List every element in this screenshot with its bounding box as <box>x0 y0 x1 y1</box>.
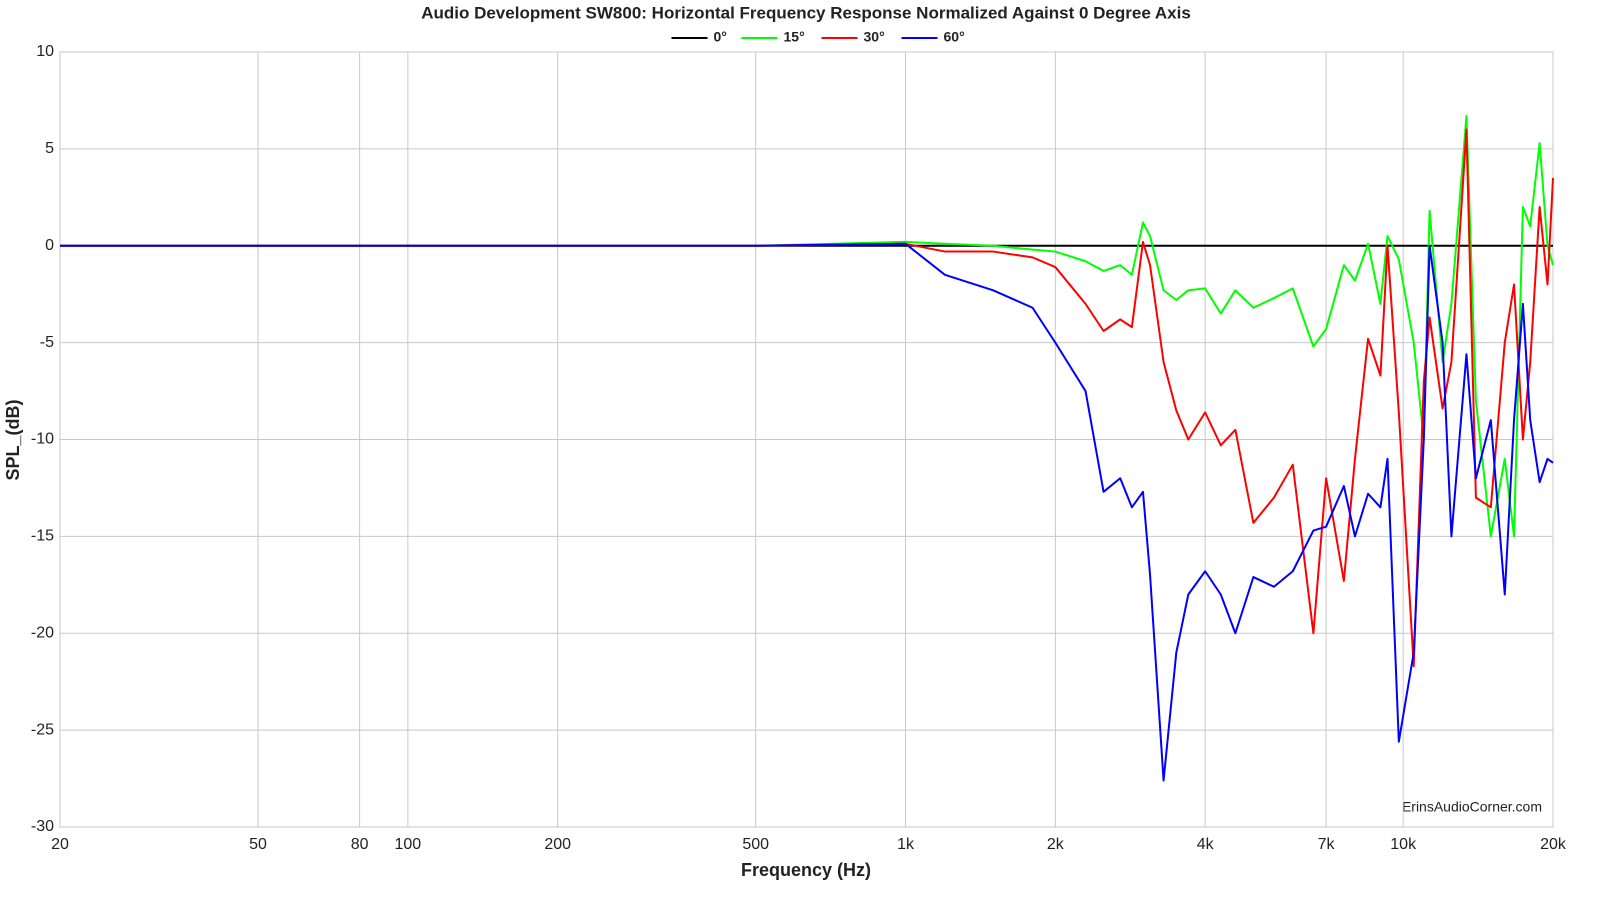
y-tick-label: 0 <box>45 237 54 254</box>
y-tick-label: -5 <box>40 334 54 351</box>
legend-label: 15° <box>784 29 805 45</box>
watermark: ErinsAudioCorner.com <box>1402 799 1542 815</box>
x-tick-label: 1k <box>897 836 915 853</box>
x-tick-label: 10k <box>1390 836 1417 853</box>
x-tick-label: 20 <box>51 836 69 853</box>
series-line <box>60 114 1554 538</box>
y-axis-label: SPL_(dB) <box>3 399 23 480</box>
x-tick-label: 50 <box>249 836 267 853</box>
series-line <box>60 128 1554 668</box>
x-tick-label: 200 <box>544 836 571 853</box>
y-tick-label: -30 <box>31 818 54 835</box>
x-tick-label: 7k <box>1318 836 1336 853</box>
x-tick-label: 4k <box>1197 836 1215 853</box>
x-tick-label: 80 <box>351 836 369 853</box>
y-tick-label: -20 <box>31 624 54 641</box>
x-tick-label: 2k <box>1047 836 1065 853</box>
x-tick-label: 100 <box>395 836 422 853</box>
y-tick-label: -15 <box>31 528 54 545</box>
chart-title: Audio Development SW800: Horizontal Freq… <box>421 3 1191 22</box>
legend-label: 0° <box>714 29 727 45</box>
legend-label: 30° <box>864 29 885 45</box>
legend-label: 60° <box>944 29 965 45</box>
x-tick-label: 500 <box>742 836 769 853</box>
y-tick-label: 5 <box>45 140 54 157</box>
y-tick-label: 10 <box>36 43 54 60</box>
x-axis-label: Frequency (Hz) <box>741 860 871 880</box>
x-tick-label: 20k <box>1540 836 1567 853</box>
y-tick-label: -10 <box>31 431 54 448</box>
series-line <box>60 242 1554 782</box>
y-tick-label: -25 <box>31 721 54 738</box>
